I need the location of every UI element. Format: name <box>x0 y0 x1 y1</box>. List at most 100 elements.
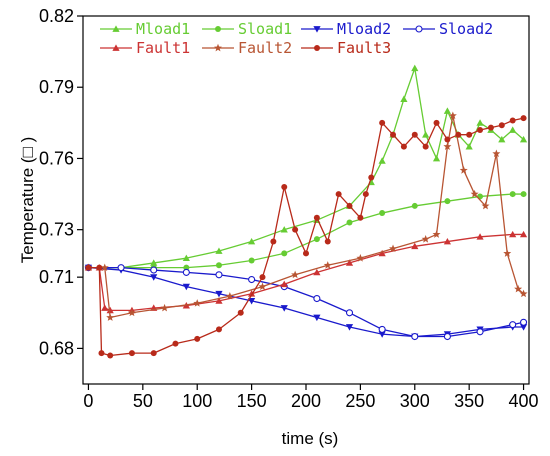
data-point-fault2 <box>225 291 234 300</box>
data-point-fault1 <box>411 242 419 250</box>
data-point-fault2 <box>100 263 109 272</box>
data-point-sload1 <box>313 236 320 243</box>
legend-item-mload2: Mload2 <box>301 20 391 38</box>
data-point-mload1 <box>443 107 452 114</box>
data-point-sload2 <box>150 266 158 274</box>
data-point-sload2 <box>215 271 223 279</box>
data-point-fault2 <box>106 313 115 321</box>
data-point-fault3 <box>498 122 505 129</box>
data-point-fault2 <box>421 234 430 243</box>
data-point-sload1 <box>215 262 222 269</box>
data-point-mload1 <box>519 135 528 143</box>
data-point-fault3 <box>433 119 440 126</box>
data-point-fault2 <box>492 149 501 158</box>
data-point-fault2 <box>356 253 365 262</box>
x-tick-label: 100 <box>182 391 212 411</box>
data-point-fault1 <box>215 297 223 304</box>
legend-marker-mload2 <box>313 26 321 33</box>
data-point-fault1 <box>106 306 114 314</box>
data-point-fault1 <box>476 233 484 240</box>
data-point-fault3 <box>444 136 451 143</box>
data-point-mload1 <box>476 119 484 126</box>
data-point-sload1 <box>281 250 288 257</box>
legend-marker-fault3 <box>314 45 320 51</box>
data-point-fault2 <box>519 289 528 298</box>
y-tick-label: 0.71 <box>39 267 74 287</box>
legend-marker-mload1 <box>112 25 120 32</box>
data-point-sload1 <box>520 191 527 198</box>
y-tick-label: 0.73 <box>39 220 74 240</box>
data-point-fault2 <box>459 166 468 174</box>
data-point-mload1 <box>465 142 473 150</box>
data-point-mload2 <box>215 290 223 298</box>
legend-marker-sload2 <box>415 25 423 33</box>
data-point-fault3 <box>520 115 527 122</box>
data-point-fault3 <box>411 131 418 138</box>
data-point-fault1 <box>101 304 109 311</box>
data-point-fault2 <box>389 244 398 253</box>
data-point-sload1 <box>444 198 451 205</box>
data-point-fault3 <box>96 264 103 271</box>
data-point-fault3 <box>357 214 364 221</box>
data-point-fault1 <box>313 268 321 276</box>
x-tick-label: 150 <box>237 391 267 411</box>
data-point-mload2 <box>280 305 288 312</box>
data-point-fault2 <box>258 282 267 291</box>
data-point-sload2 <box>520 318 528 326</box>
data-point-mload1 <box>378 157 386 164</box>
data-point-mload1 <box>182 254 190 262</box>
data-point-fault3 <box>477 126 484 133</box>
legend-marker-fault1 <box>112 44 120 51</box>
data-point-fault3 <box>215 326 222 333</box>
data-point-sload1 <box>248 257 255 264</box>
data-point-fault3 <box>303 250 309 257</box>
series-fault2 <box>84 111 528 321</box>
x-axis: 0 50 100 150 200 250 300 350 400 <box>83 384 539 411</box>
x-tick-label: 400 <box>509 391 539 411</box>
data-point-fault3 <box>259 274 266 281</box>
data-point-mload1 <box>411 64 419 72</box>
legend-item-mload1: Mload1 <box>100 20 190 38</box>
data-point-fault1 <box>519 230 528 238</box>
data-point-fault2 <box>448 111 457 120</box>
data-point-fault3 <box>335 191 342 198</box>
data-point-fault1 <box>443 237 452 245</box>
data-point-mload1 <box>150 259 158 266</box>
data-point-sload2 <box>443 332 451 341</box>
data-point-sload2 <box>313 294 321 303</box>
series-sload2 <box>84 264 528 341</box>
data-point-fault2 <box>481 201 490 210</box>
data-point-sload2 <box>509 321 517 329</box>
data-point-fault1 <box>509 230 517 238</box>
legend-label-sload2: Sload2 <box>439 20 493 38</box>
data-point-fault3 <box>466 131 473 138</box>
data-point-fault2 <box>432 230 441 238</box>
legend-item-sload2: Sload2 <box>403 20 493 38</box>
data-point-sload2 <box>345 309 354 317</box>
data-point-fault2 <box>443 142 452 150</box>
data-point-fault2 <box>193 299 202 307</box>
data-point-fault1 <box>280 280 288 288</box>
data-point-fault1 <box>248 290 256 297</box>
data-point-mload2 <box>150 274 158 281</box>
data-point-fault2 <box>323 261 332 269</box>
data-point-fault3 <box>107 352 114 359</box>
data-point-mload1 <box>432 154 441 162</box>
data-point-fault3 <box>98 350 105 357</box>
data-point-sload1 <box>509 191 516 198</box>
data-point-fault1 <box>378 249 386 257</box>
x-tick-label: 50 <box>133 391 153 411</box>
data-point-sload2 <box>182 268 190 276</box>
data-point-fault2 <box>160 303 169 312</box>
legend-item-fault2: Fault2 <box>202 39 292 57</box>
legend-item-fault1: Fault1 <box>100 39 190 57</box>
y-tick-label: 0.79 <box>39 77 74 97</box>
data-point-sload1 <box>411 202 418 209</box>
data-point-sload2 <box>411 332 419 341</box>
x-tick-label: 300 <box>400 391 430 411</box>
data-point-fault3 <box>362 191 369 198</box>
data-point-fault2 <box>514 284 523 293</box>
